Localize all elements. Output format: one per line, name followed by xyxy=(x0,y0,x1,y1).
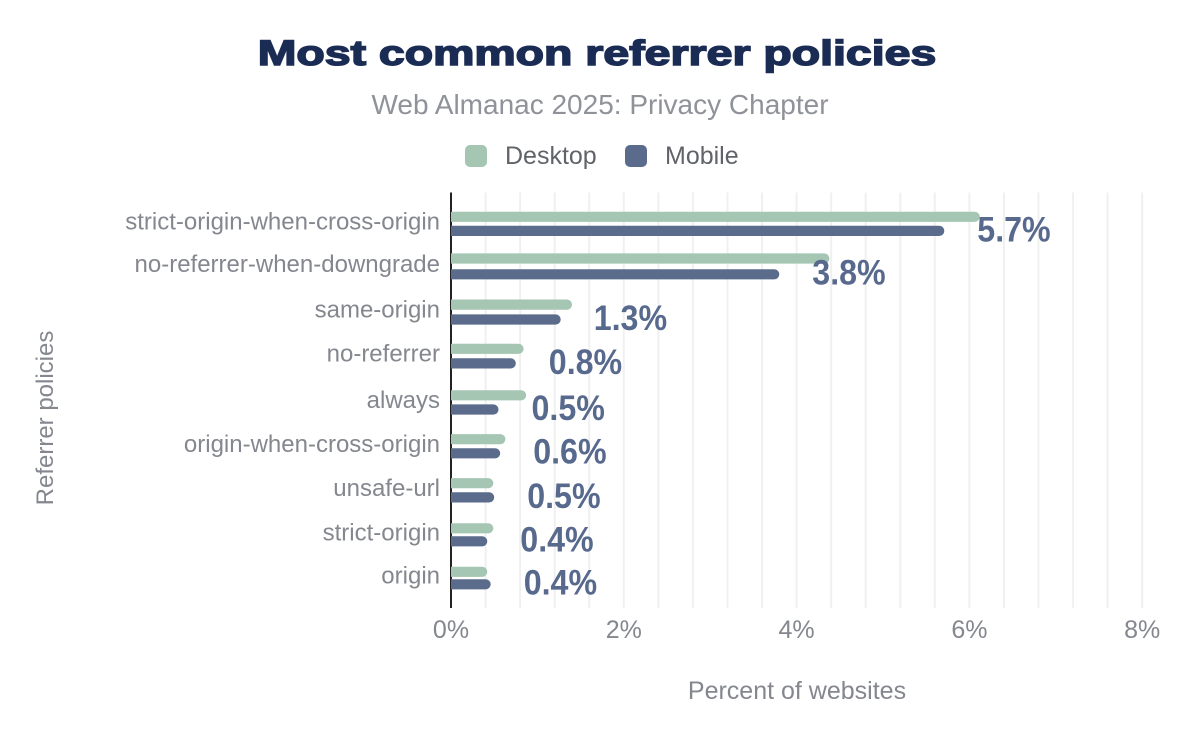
svg-text:0%: 0% xyxy=(433,616,469,644)
svg-text:8%: 8% xyxy=(1124,616,1160,644)
svg-text:Referrer policies: Referrer policies xyxy=(32,331,59,506)
svg-text:Percent of websites: Percent of websites xyxy=(688,677,906,705)
svg-text:6%: 6% xyxy=(951,616,987,644)
svg-text:Web Almanac 2025: Privacy Chap: Web Almanac 2025: Privacy Chapter xyxy=(371,89,828,120)
svg-text:5.7%: 5.7% xyxy=(977,210,1050,249)
svg-text:0.4%: 0.4% xyxy=(524,564,597,603)
svg-text:strict-origin-when-cross-origi: strict-origin-when-cross-origin xyxy=(125,208,440,235)
svg-text:0.5%: 0.5% xyxy=(532,389,605,428)
svg-text:0.6%: 0.6% xyxy=(533,433,606,472)
svg-text:origin: origin xyxy=(381,563,440,590)
svg-text:2%: 2% xyxy=(606,616,642,644)
svg-text:0.4%: 0.4% xyxy=(520,521,593,560)
svg-text:Most common referrer policies: Most common referrer policies xyxy=(258,34,937,73)
svg-text:origin-when-cross-origin: origin-when-cross-origin xyxy=(184,431,440,458)
svg-text:4%: 4% xyxy=(779,616,815,644)
svg-text:0.8%: 0.8% xyxy=(549,343,622,382)
svg-text:Desktop: Desktop xyxy=(505,142,597,170)
svg-text:unsafe-url: unsafe-url xyxy=(333,475,440,502)
svg-text:no-referrer: no-referrer xyxy=(327,341,440,368)
svg-text:no-referrer-when-downgrade: no-referrer-when-downgrade xyxy=(135,251,440,278)
svg-text:strict-origin: strict-origin xyxy=(323,519,440,546)
svg-text:3.8%: 3.8% xyxy=(812,254,885,293)
svg-text:1.3%: 1.3% xyxy=(594,299,667,338)
svg-text:same-origin: same-origin xyxy=(315,297,440,324)
svg-text:always: always xyxy=(367,387,440,414)
svg-text:0.5%: 0.5% xyxy=(527,477,600,516)
svg-text:Mobile: Mobile xyxy=(665,142,739,170)
